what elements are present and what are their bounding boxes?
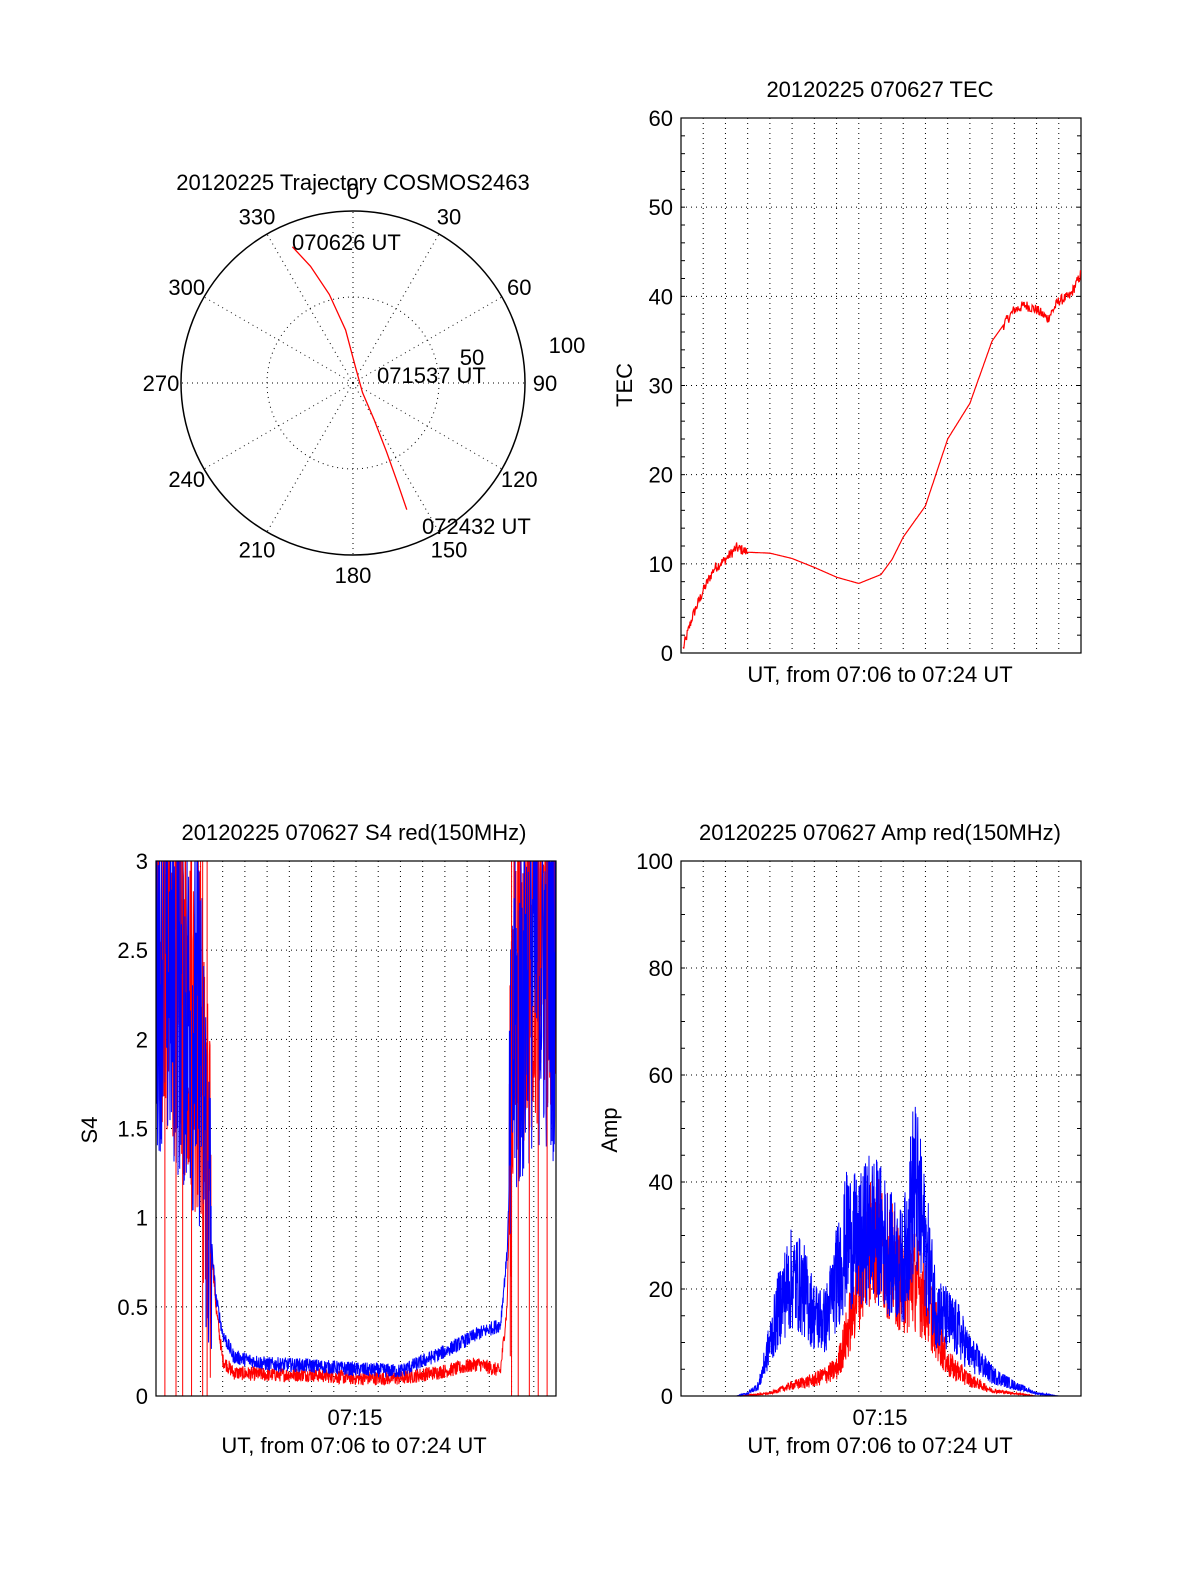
y-tick-label: 2.5 xyxy=(117,938,148,963)
y-tick-label: 40 xyxy=(649,284,673,309)
polar-spoke xyxy=(203,382,354,470)
polar-angle-label: 240 xyxy=(168,467,205,492)
tec-y-ticks: 0 10 20 30 40 50 60 xyxy=(649,106,673,666)
trajectory-start-label: 070626 UT xyxy=(292,230,401,255)
y-tick-label: 10 xyxy=(649,552,673,577)
amp-ylabel: Amp xyxy=(597,1107,622,1152)
trajectory-mid-label: 071537 UT xyxy=(377,363,486,388)
s4-blue-line xyxy=(155,860,557,1378)
amp-grid xyxy=(681,861,1081,1396)
polar-outer-circle xyxy=(180,210,526,556)
s4-title: 20120225 070627 S4 red(150MHz) xyxy=(182,820,527,845)
polar-spoke xyxy=(266,382,354,533)
tec-ylabel: TEC xyxy=(612,363,637,407)
y-tick-label: 50 xyxy=(649,195,673,220)
tec-title: 20120225 070627 TEC xyxy=(766,77,993,102)
s4-chart: 20120225 070627 S4 red(150MHz) 0 0.5 1 1.5 2… xyxy=(77,820,557,1458)
amp-y-ticks: 0 20 40 60 80 100 xyxy=(636,849,673,1409)
y-tick-label: 0 xyxy=(661,641,673,666)
amp-frame xyxy=(680,860,1082,1397)
polar-spoke xyxy=(352,382,440,533)
tec-series-line xyxy=(682,270,1081,649)
y-tick-label: 0 xyxy=(661,1384,673,1409)
amp-series xyxy=(681,1106,1081,1398)
polar-angle-label: 60 xyxy=(507,275,531,300)
polar-angle-label: 120 xyxy=(501,467,538,492)
s4-grid xyxy=(156,861,556,1396)
amp-xtick-label: 07:15 xyxy=(852,1405,907,1430)
amp-xlabel: UT, from 07:06 to 07:24 UT xyxy=(747,1433,1012,1458)
tec-xlabel: UT, from 07:06 to 07:24 UT xyxy=(747,662,1012,687)
polar-spoke xyxy=(266,233,354,384)
y-tick-label: 0 xyxy=(136,1384,148,1409)
polar-angle-label: 90 xyxy=(533,371,557,396)
polar-angle-label: 270 xyxy=(143,371,180,396)
y-tick-label: 1.5 xyxy=(117,1117,148,1142)
polar-angle-label: 150 xyxy=(431,537,468,562)
y-tick-label: 0.5 xyxy=(117,1295,148,1320)
polar-angle-label: 330 xyxy=(239,205,276,230)
amp-chart: 20120225 070627 Amp red(150MHz) 0 20 40 60 8… xyxy=(597,820,1082,1458)
y-tick-label: 30 xyxy=(649,374,673,399)
polar-radius-label-50: 50 xyxy=(460,345,484,370)
y-tick-label: 2 xyxy=(136,1027,148,1052)
y-tick-label: 20 xyxy=(649,1277,673,1302)
s4-series xyxy=(155,860,557,1396)
amp-blue-line xyxy=(681,1106,1081,1398)
y-tick-label: 60 xyxy=(649,106,673,131)
polar-angle-label: 30 xyxy=(437,205,461,230)
polar-title: 20120225 Trajectory COSMOS2463 xyxy=(176,170,529,195)
polar-angle-label: 180 xyxy=(335,563,372,588)
tec-grid xyxy=(681,118,1081,653)
polar-spoke xyxy=(352,296,503,384)
amp-title: 20120225 070627 Amp red(150MHz) xyxy=(699,820,1061,845)
s4-frame xyxy=(155,860,557,1397)
s4-xlabel: UT, from 07:06 to 07:24 UT xyxy=(221,1433,486,1458)
trajectory-end-label: 072432 UT xyxy=(422,514,531,539)
trajectory-line xyxy=(291,246,408,510)
y-tick-label: 20 xyxy=(649,463,673,488)
s4-ylabel: S4 xyxy=(77,1117,102,1144)
s4-y-ticks: 0 0.5 1 1.5 2 2.5 3 xyxy=(117,849,148,1409)
tec-frame xyxy=(680,117,1082,654)
polar-chart: 20120225 Trajectory COSMOS2463 0 30 60 90 12… xyxy=(143,170,586,588)
polar-spoke xyxy=(352,382,503,470)
y-tick-label: 1 xyxy=(136,1206,148,1231)
polar-spoke xyxy=(203,296,354,384)
polar-angle-label: 210 xyxy=(239,537,276,562)
y-tick-label: 40 xyxy=(649,1170,673,1195)
polar-angle-labels: 0 30 60 90 120 150 180 210 240 270 300 330 xyxy=(143,179,558,588)
s4-xtick-label: 07:15 xyxy=(327,1405,382,1430)
y-tick-label: 100 xyxy=(636,849,673,874)
polar-angle-label: 300 xyxy=(168,275,205,300)
tec-chart: 20120225 070627 TEC 0 10 20 30 40 50 60 TEC UT… xyxy=(612,77,1082,687)
polar-angle-label: 0 xyxy=(347,179,359,204)
polar-radius-label-100: 100 xyxy=(549,333,586,358)
y-tick-label: 60 xyxy=(649,1063,673,1088)
polar-spoke xyxy=(352,233,440,384)
y-tick-label: 80 xyxy=(649,956,673,981)
polar-grid xyxy=(180,210,526,556)
y-tick-label: 3 xyxy=(136,849,148,874)
